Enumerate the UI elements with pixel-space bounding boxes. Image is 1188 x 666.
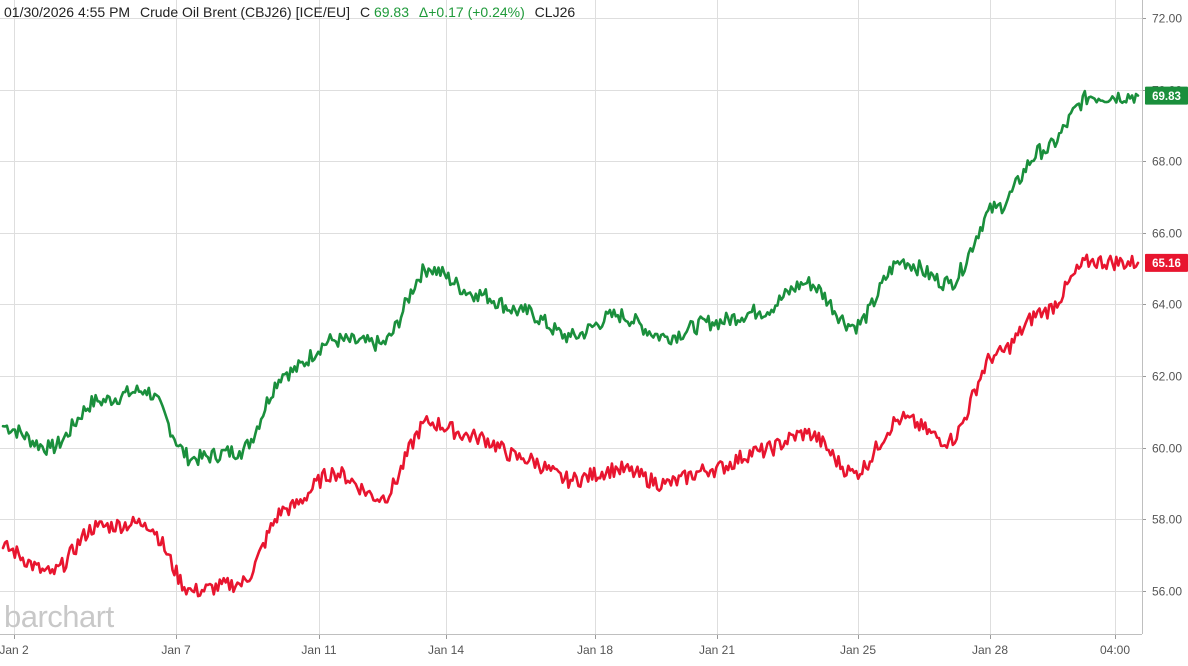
header-close-prefix: C (360, 4, 370, 20)
last-price-text: 65.16 (1152, 258, 1181, 270)
header-datetime: 01/30/2026 4:55 PM (4, 4, 130, 20)
grid-layer (0, 0, 1142, 634)
y-tick-label: 64.00 (1152, 298, 1182, 312)
y-tick-label: 66.00 (1152, 227, 1182, 241)
x-tick-label: 04:00 (1100, 643, 1130, 657)
header-change: Δ+0.17 (+0.24%) (419, 4, 525, 20)
y-tick-label: 62.00 (1152, 370, 1182, 384)
x-tick-label: Jan 7 (161, 643, 191, 657)
chart-header: 01/30/2026 4:55 PM Crude Oil Brent (CBJ2… (4, 4, 575, 20)
last-price-labels: 69.83 65.16 (1145, 86, 1188, 272)
series-line-clj26 (1, 253, 1140, 598)
barchart-watermark: barchart (4, 599, 115, 634)
last-price-badge (1145, 86, 1188, 105)
x-tick-label: Jan 11 (301, 643, 336, 657)
x-tick-label: Jan 2 (0, 643, 29, 657)
last-price-badge (1145, 253, 1188, 272)
y-tick-label: 56.00 (1152, 585, 1182, 599)
series-line-cbj26 (1, 89, 1140, 467)
header-comparison-symbol: CLJ26 (535, 4, 576, 20)
x-tick-label: Jan 21 (699, 643, 735, 657)
x-tick-label: Jan 14 (428, 643, 464, 657)
y-tick-label: 68.00 (1152, 155, 1182, 169)
header-close-value: 69.83 (374, 4, 409, 20)
x-tick-label: Jan 18 (577, 643, 613, 657)
header-instrument: Crude Oil Brent (CBJ26) [ICE/EU] (140, 4, 350, 20)
y-tick-label: 58.00 (1152, 513, 1182, 527)
last-price-text: 69.83 (1152, 91, 1181, 103)
y-tick-label: 72.00 (1152, 12, 1182, 26)
last-price-label-clj26: 65.16 (1145, 253, 1188, 272)
series-layer (1, 89, 1140, 598)
last-price-label-cbj26: 69.83 (1145, 86, 1188, 105)
x-tick-label: Jan 28 (972, 643, 1008, 657)
y-tick-label: 60.00 (1152, 442, 1182, 456)
x-tick-label: Jan 25 (840, 643, 876, 657)
